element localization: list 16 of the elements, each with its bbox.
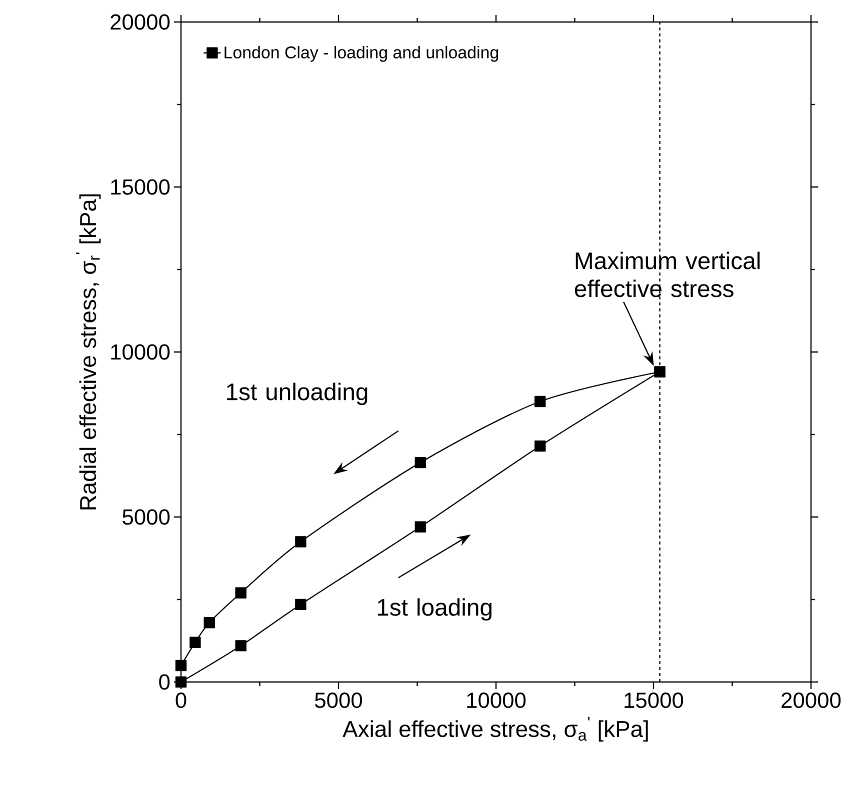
x-tick-label: 10000	[467, 692, 526, 708]
annotation: Maximum vertical effective stress	[574, 252, 760, 298]
y-tick-label: 10000	[111, 344, 170, 360]
y-axis-title: Radial effective stress, σ$_{r}$$^{'}$ [kPa]	[76, 194, 101, 510]
legend-label: London Clay - loading and unloading	[224, 46, 498, 62]
x-tick-label: 15000	[624, 692, 684, 708]
y-tick-label: 0	[159, 674, 170, 690]
y-tick-label: 5000	[122, 509, 170, 525]
annotation: 1st unloading	[227, 382, 368, 406]
x-axis-title: Axial effective stress, σ$_{a}$$^{'}$ [kPa]	[342, 716, 648, 742]
x-tick-label: 20000	[782, 692, 841, 708]
x-tick-label: 5000	[314, 692, 362, 708]
annotation: 1st loading	[378, 598, 492, 621]
y-tick-label: 20000	[110, 14, 170, 30]
y-tick-label: 15000	[111, 179, 170, 195]
x-tick-label: 0	[176, 692, 186, 708]
